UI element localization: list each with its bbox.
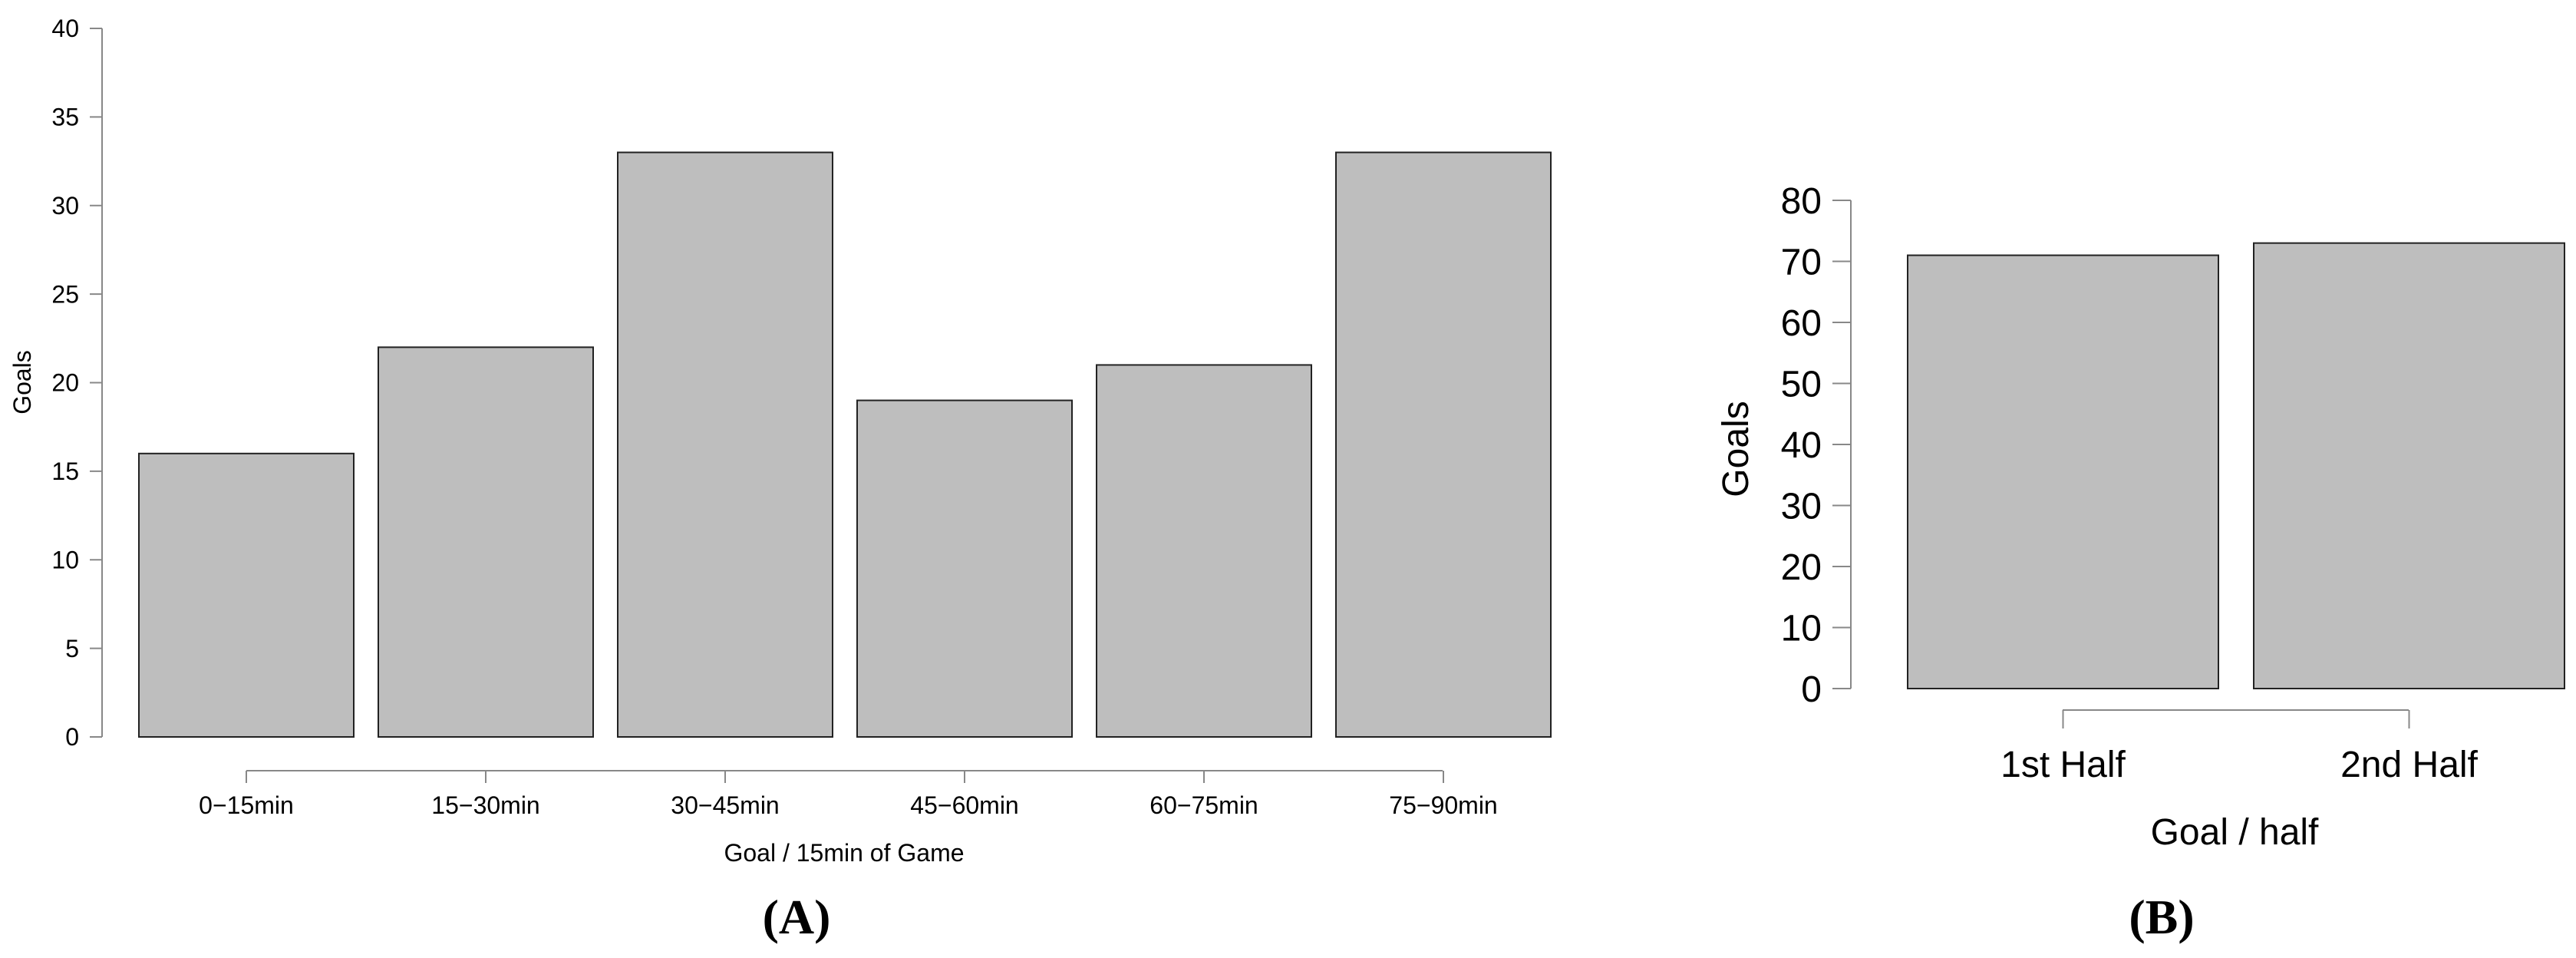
x-tick-label: 1st Half [2000,745,2126,785]
y-tick-label: 80 [1781,181,1822,222]
chart-b-bars [1907,242,2565,689]
x-tick-label: 15−30min [431,791,539,819]
y-tick-label: 30 [1781,486,1822,527]
y-tick-label: 10 [51,546,79,573]
y-tick-label: 0 [1801,669,1822,710]
bar-2 [2253,242,2565,689]
chart-b-y-ticks: 0 10 20 30 40 50 60 70 80 [1781,181,1851,710]
chart-a: 0 5 10 15 20 25 30 35 40 0−15min 15−30min 30−45min… [8,15,1552,944]
x-tick-label: 30−45min [671,791,779,819]
y-tick-label: 60 [1781,303,1822,344]
chart-b-y-axis-title: Goals [1716,401,1756,497]
chart-b-x-ticks: 1st Half 2nd Half [2000,710,2479,785]
bar-1 [138,452,355,738]
bar-4 [856,399,1073,738]
chart-a-y-axis-title: Goals [8,350,36,415]
chart-a-y-ticks: 0 5 10 15 20 25 30 35 40 [51,15,102,751]
chart-b-panel-label: (B) [2129,890,2194,944]
chart-a-bars [138,151,1552,738]
y-tick-label: 10 [1781,608,1822,649]
x-tick-label: 2nd Half [2340,745,2478,785]
bar-3 [617,151,833,738]
y-tick-label: 20 [51,369,79,397]
x-tick-label: 75−90min [1389,791,1497,819]
chart-a-panel-label: (A) [763,890,831,944]
x-tick-label: 0−15min [199,791,294,819]
y-tick-label: 30 [51,192,79,220]
y-tick-label: 20 [1781,547,1822,588]
y-tick-label: 40 [1781,425,1822,466]
y-tick-label: 40 [51,15,79,42]
y-tick-label: 35 [51,104,79,131]
y-tick-label: 70 [1781,242,1822,282]
chart-b-x-axis-title: Goal / half [2151,812,2319,853]
bar-5 [1096,364,1312,738]
chart-a-x-axis-title: Goal / 15min of Game [724,839,964,867]
y-tick-label: 25 [51,280,79,308]
y-tick-label: 0 [65,723,79,751]
x-tick-label: 45−60min [910,791,1018,819]
y-tick-label: 5 [65,635,79,662]
chart-a-x-ticks: 0−15min 15−30min 30−45min 45−60min 60−75min 7… [199,771,1498,819]
bar-2 [378,346,594,738]
y-tick-label: 50 [1781,364,1822,405]
bar-6 [1335,151,1552,738]
x-tick-label: 60−75min [1149,791,1258,819]
bar-1 [1907,254,2219,689]
chart-b: 0 10 20 30 40 50 60 70 80 1st Half 2nd Half Goal … [1716,181,2565,944]
y-tick-label: 15 [51,458,79,485]
